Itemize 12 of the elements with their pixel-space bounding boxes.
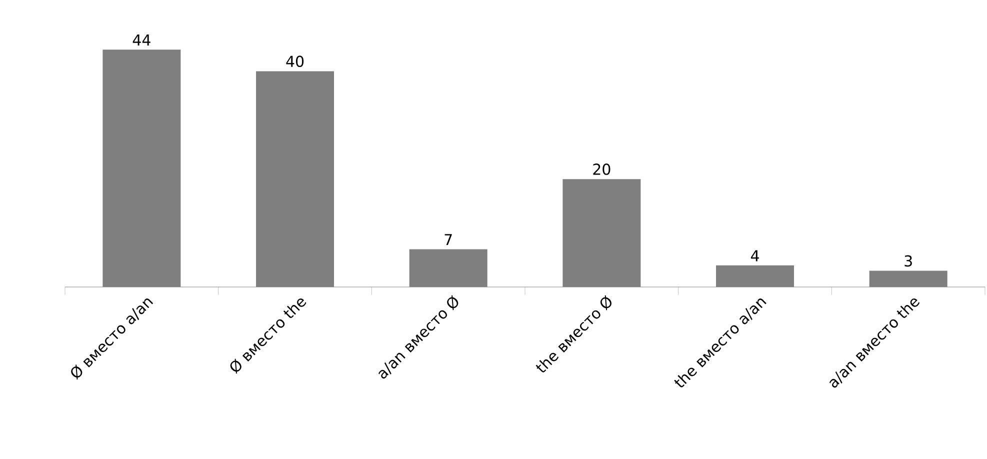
data-label: 4 xyxy=(750,250,759,262)
bar xyxy=(716,265,794,287)
data-label: 20 xyxy=(593,164,610,175)
bar xyxy=(256,71,334,287)
bar xyxy=(869,270,948,287)
bar xyxy=(102,50,181,287)
data-label: 40 xyxy=(286,56,304,68)
data-label: 7 xyxy=(444,234,452,246)
data-label: 3 xyxy=(904,255,912,267)
bar xyxy=(562,179,641,287)
data-label: 44 xyxy=(132,34,150,46)
bar xyxy=(409,249,488,287)
